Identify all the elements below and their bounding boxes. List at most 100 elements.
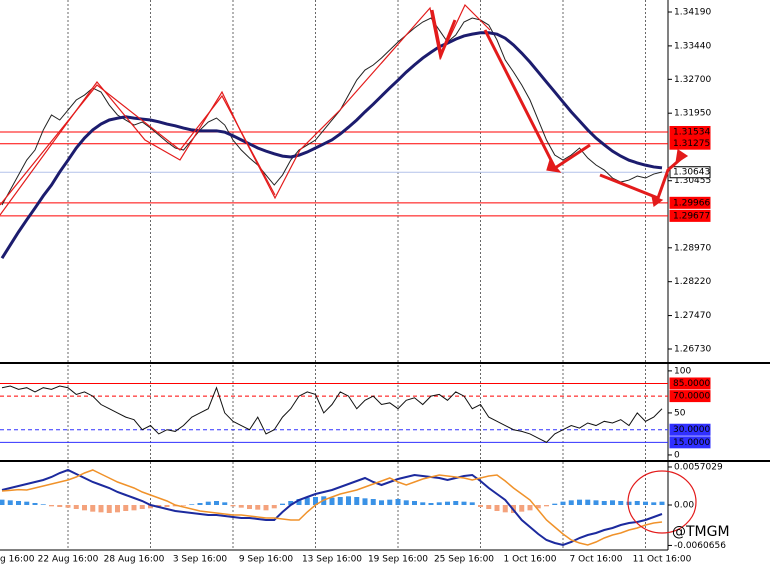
histogram-bar	[288, 501, 294, 505]
level-label-box	[669, 196, 711, 209]
histogram-bar	[90, 505, 96, 512]
series-line	[1, 17, 663, 206]
histogram-bar	[469, 502, 475, 505]
histogram-bar	[354, 497, 360, 505]
y-tick-label: 1.28970	[674, 243, 711, 253]
level-label-box	[669, 137, 711, 150]
x-tick-label: 22 Aug 16:00	[38, 555, 99, 565]
histogram-bar	[16, 501, 21, 505]
histogram-bar	[560, 501, 566, 505]
histogram-bar	[370, 499, 376, 505]
histogram-bar	[0, 499, 5, 505]
annotations	[0, 3, 697, 534]
level-label-box	[669, 166, 711, 179]
histogram-bar	[568, 500, 574, 505]
level-label-box	[669, 377, 711, 390]
histogram-bar	[197, 503, 203, 505]
level-label: 15.0000	[673, 438, 710, 448]
histogram-bar	[461, 501, 467, 505]
histogram-bar	[24, 501, 30, 505]
histogram-bar	[395, 499, 401, 505]
level-label: 1.31275	[673, 139, 710, 149]
histogram-bar	[585, 499, 591, 505]
histogram-bar	[148, 505, 153, 509]
histogram-bar	[164, 505, 170, 507]
level-label: 1.29677	[673, 211, 710, 221]
x-tick-label: 13 Sep 16:00	[302, 555, 362, 565]
histogram-bar	[115, 505, 120, 513]
histogram-bar	[544, 505, 549, 507]
series-line	[1, 385, 663, 443]
histogram-bar	[139, 505, 145, 509]
x-tick-label: 9 Sep 16:00	[239, 555, 294, 565]
y-tick-label: 1.27470	[674, 311, 711, 321]
histogram-bar	[337, 497, 343, 505]
histogram-bar	[255, 505, 261, 510]
y-tick-label: 1.30455	[674, 176, 711, 186]
arrow-head	[546, 158, 562, 173]
histogram-bar	[40, 504, 46, 505]
level-label-box	[669, 125, 711, 138]
histogram-bar	[214, 501, 219, 505]
histogram-bar	[304, 497, 310, 505]
histogram-bar	[222, 502, 228, 505]
y-tick-label: 100	[674, 366, 691, 376]
histogram-bar	[502, 505, 508, 513]
level-label-box	[669, 390, 711, 403]
histogram-bar	[123, 505, 129, 511]
histogram-bar	[98, 505, 104, 513]
y-tick-label: 1.26730	[674, 344, 711, 354]
level-label: 1.31534	[673, 127, 710, 137]
x-tick-label: 11 Oct 16:00	[633, 555, 692, 565]
histogram-bar	[65, 505, 71, 508]
histogram-bar	[643, 501, 648, 505]
y-tick-label: 50	[674, 408, 686, 418]
histogram-bar	[387, 499, 393, 505]
histogram-bar	[106, 505, 112, 513]
y-tick-label: 1.31950	[674, 109, 711, 119]
watermark: @TMGM	[672, 524, 730, 540]
histogram-bar	[379, 500, 384, 505]
x-tick-label: 7 Oct 16:00	[570, 555, 623, 565]
series-line	[1, 468, 663, 547]
histogram-bar	[651, 502, 657, 505]
y-tick-label: 1.32700	[674, 75, 711, 85]
level-label: 1.30643	[673, 168, 710, 178]
y-tick-label: 1.34190	[674, 8, 711, 18]
histogram-bar	[535, 505, 541, 509]
level-label: 85.0000	[673, 379, 710, 389]
histogram-bar	[181, 505, 186, 506]
histogram-bar	[552, 503, 558, 505]
arrow-head	[675, 148, 689, 165]
histogram-bar	[486, 505, 492, 509]
histogram-bar	[519, 505, 525, 512]
histogram-bar	[73, 505, 79, 509]
histogram-bar	[659, 501, 665, 505]
histogram-bar	[329, 497, 335, 505]
histogram-bar	[32, 503, 38, 505]
histogram-bar	[313, 497, 318, 505]
histogram-bar	[57, 505, 63, 507]
arrow	[430, 9, 457, 61]
histogram-bar	[626, 501, 632, 505]
histogram-bar	[478, 505, 483, 507]
zigzag	[0, 3, 491, 216]
x-tick-label: g 16:00	[0, 555, 35, 565]
histogram-bar	[634, 501, 640, 505]
histogram-bar	[436, 502, 442, 505]
histogram-bar	[412, 501, 417, 505]
x-tick-label: 3 Sep 16:00	[173, 555, 228, 565]
y-tick-label: 0	[674, 450, 680, 460]
x-tick-label: 28 Aug 16:00	[104, 555, 165, 565]
arrow-head	[651, 195, 664, 208]
histogram-bar	[593, 500, 599, 505]
level-label-box	[669, 423, 711, 436]
zigzag	[0, 84, 276, 206]
histogram-bar	[403, 500, 409, 505]
y-tick-label: 0.00	[674, 501, 694, 511]
histogram-bar	[618, 501, 624, 505]
histogram-bar	[420, 502, 426, 505]
y-tick-label: -0.0060656	[674, 541, 726, 551]
histogram-bar	[280, 503, 285, 505]
